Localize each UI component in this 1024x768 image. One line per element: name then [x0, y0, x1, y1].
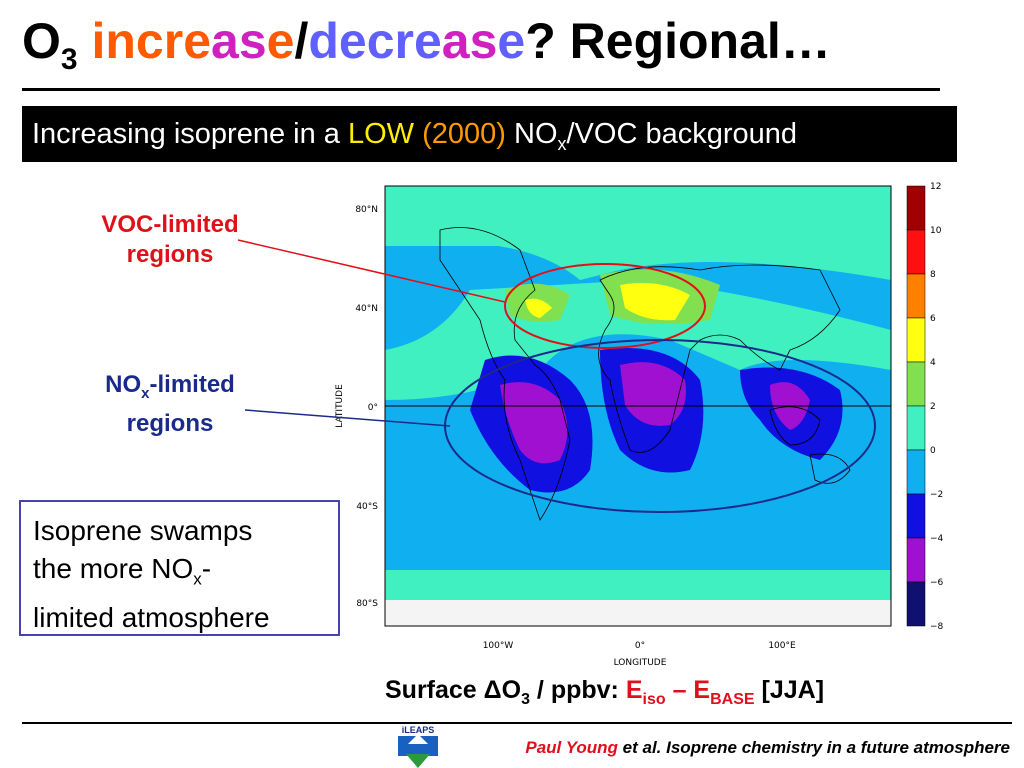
title-re2: re — [394, 13, 442, 69]
caption-e-iso: E — [625, 676, 643, 704]
banner-nox: NO — [505, 118, 558, 150]
colorbar-tick-label: −8 — [930, 622, 944, 632]
ozone-change-map: 80°N 40°N 0° 40°S 80°S 100°W 0° 100°E LO… — [335, 182, 944, 668]
map-field — [385, 186, 891, 626]
colorbar-tick-label: 8 — [930, 270, 936, 280]
nox-label-rest: -limited — [149, 371, 235, 398]
nox-limited-label: NOx-limited regions — [70, 370, 270, 439]
caption-mid: / ppbv: — [529, 676, 626, 704]
voc-label-line1: VOC-limited — [101, 211, 239, 238]
title-rest: ? Regional… — [525, 13, 831, 69]
title-e1: e — [266, 13, 295, 69]
colorbar-tick-label: 12 — [930, 182, 941, 192]
note-line3: limited atmosphere — [33, 601, 270, 633]
nox-label-x: x — [141, 384, 150, 402]
colorbar-tick-label: 10 — [930, 226, 942, 236]
colorbar-tick-label: 2 — [930, 402, 936, 412]
title-inc: inc — [91, 13, 164, 69]
voc-label-line2: regions — [126, 241, 214, 268]
nox-label-no: NO — [105, 371, 142, 398]
title-as1: as — [211, 13, 267, 69]
slide-title: O3 increase/decrease? Regional… — [22, 12, 831, 77]
ileaps-logo-text: iLEAPS — [402, 725, 435, 735]
footer-citation: Paul Young et al. Isoprene chemistry in … — [525, 738, 1010, 758]
lon-label-100w: 100°W — [483, 641, 514, 651]
caption-pre: Surface ΔO — [385, 676, 522, 704]
colorbar-swatch — [906, 185, 926, 231]
caption-e-base: E — [693, 676, 711, 704]
note-line2a: the more NO — [33, 553, 194, 584]
note-line2-x: x — [193, 569, 202, 589]
nox-label-line2: regions — [126, 409, 214, 437]
x-axis-label: LONGITUDE — [614, 658, 667, 668]
banner-prefix: Increasing isoprene in a — [32, 118, 348, 150]
banner-suffix: /VOC background — [566, 118, 798, 150]
lat-label-80s: 80°S — [356, 599, 378, 609]
footer-rule — [22, 722, 1012, 724]
colorbar-swatch — [906, 581, 926, 627]
title-o: O — [22, 13, 61, 69]
colorbar-tick-label: −6 — [930, 578, 944, 588]
title-e2: e — [497, 13, 526, 69]
footer-rest: et al. Isoprene chemistry in a future at… — [617, 738, 1010, 757]
lat-label-40s: 40°S — [356, 502, 378, 512]
caption-dash: – — [665, 676, 694, 704]
caption-iso-subscript: iso — [642, 691, 666, 708]
colorbar-swatch — [906, 229, 926, 275]
colorbar-tick-label: 4 — [930, 358, 936, 368]
colorbar-tick-label: 6 — [930, 314, 936, 324]
caption-jja: [JJA] — [754, 676, 825, 704]
voc-limited-label: VOC-limited regions — [70, 210, 270, 270]
title-re1: re — [163, 13, 212, 69]
caption-o3-subscript: 3 — [521, 691, 530, 708]
colorbar-swatch — [906, 449, 926, 495]
colorbar: 12 10 8 6 4 2 0 −2 −4 −6 −8 — [906, 182, 944, 632]
isoprene-note-box: Isoprene swamps the more NOx- limited at… — [19, 500, 340, 636]
colorbar-swatch — [906, 317, 926, 363]
colorbar-swatch — [906, 405, 926, 451]
colorbar-swatch — [906, 493, 926, 539]
note-line2b: - — [201, 553, 212, 584]
colorbar-swatch — [906, 273, 926, 319]
title-rule — [22, 88, 940, 91]
colorbar-tick-label: −4 — [930, 534, 944, 544]
ileaps-logo: iLEAPS — [398, 725, 438, 768]
lat-label-80n: 80°N — [355, 205, 378, 215]
title-o3-subscript: 3 — [60, 43, 78, 76]
lat-label-40n: 40°N — [355, 304, 378, 314]
lat-label-0: 0° — [368, 403, 378, 413]
colorbar-tick-label: −2 — [930, 490, 943, 500]
banner-year: (2000) — [422, 118, 506, 150]
colorbar-swatch — [906, 537, 926, 583]
subtitle-banner: Increasing isoprene in a LOW (2000) NOx/… — [22, 106, 957, 162]
lon-label-0: 0° — [635, 641, 645, 651]
banner-x-subscript: x — [557, 133, 567, 154]
banner-low: LOW — [347, 118, 415, 150]
lon-label-100e: 100°E — [768, 641, 796, 651]
map-caption: Surface ΔO3 / ppbv: Eiso – EBASE [JJA] — [385, 676, 824, 709]
colorbar-swatch — [906, 361, 926, 407]
voc-region-ellipse — [504, 263, 706, 349]
note-line1: Isoprene swamps — [33, 515, 253, 546]
footer-author: Paul Young — [525, 738, 618, 757]
title-slash: / — [294, 13, 309, 69]
colorbar-tick-label: 0 — [930, 446, 936, 456]
caption-base-subscript: BASE — [710, 691, 755, 708]
y-axis-label: LATITUDE — [335, 384, 345, 428]
title-dec: dec — [308, 13, 395, 69]
title-as2: as — [441, 13, 498, 69]
